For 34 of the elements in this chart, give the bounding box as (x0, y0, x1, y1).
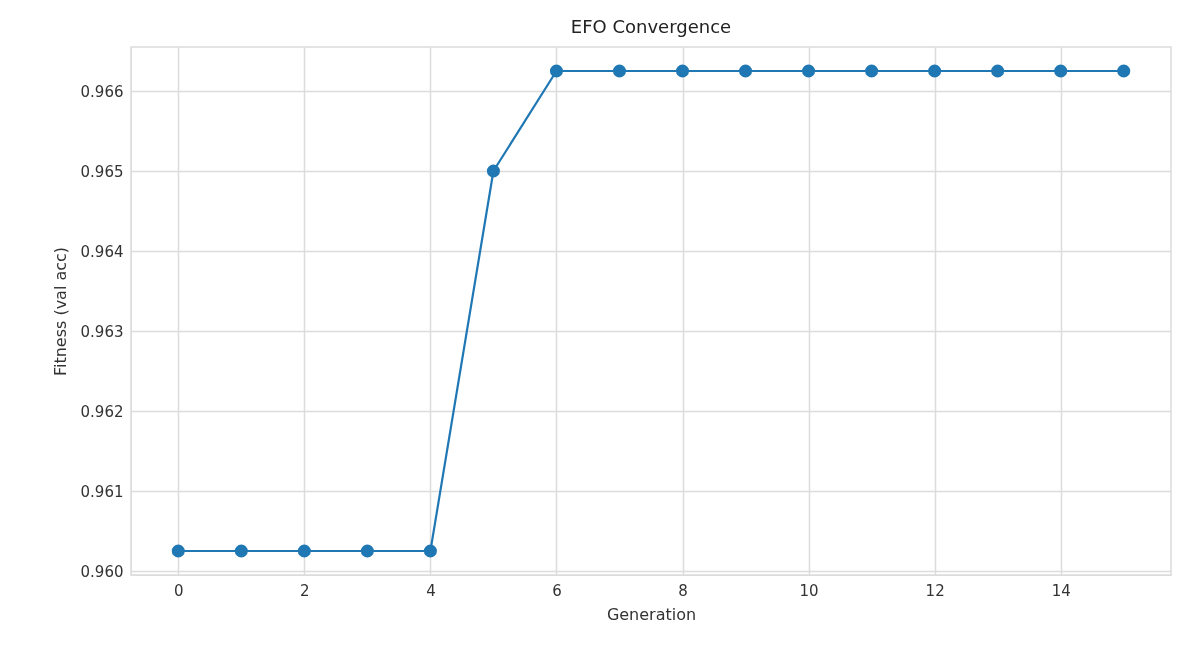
point (1054, 64, 1068, 78)
y-axis-title: Fitness (val acc) (50, 246, 70, 377)
y-tick-label: 0.960 (80, 562, 124, 581)
x-tick-label: 0 (174, 581, 184, 600)
x-axis-title: Generation (606, 604, 697, 624)
point (171, 544, 185, 558)
point (865, 64, 879, 78)
point (928, 64, 942, 78)
x-tick-label: 4 (426, 581, 436, 600)
point (234, 544, 248, 558)
y-tick-label: 0.962 (80, 402, 124, 421)
x-tick-label: 6 (552, 581, 562, 600)
point (739, 64, 753, 78)
y-tick-label: 0.964 (80, 242, 124, 261)
y-tick-label: 0.965 (80, 162, 124, 181)
x-tick-label: 14 (1051, 581, 1071, 600)
y-tick-label: 0.963 (80, 322, 124, 341)
point (360, 544, 374, 558)
chart-title: EFO Convergence (570, 16, 732, 37)
point (1117, 64, 1131, 78)
x-tick-label: 2 (300, 581, 310, 600)
y-tick-label: 0.966 (80, 82, 124, 101)
y-tick-label: 0.961 (80, 482, 124, 501)
point (486, 164, 500, 178)
point (549, 64, 563, 78)
x-tick-label: 12 (925, 581, 945, 600)
point (991, 64, 1005, 78)
point (676, 64, 690, 78)
x-tick-label: 10 (799, 581, 819, 600)
x-tick-label: 8 (678, 581, 688, 600)
point (297, 544, 311, 558)
point (423, 544, 437, 558)
point (802, 64, 816, 78)
point (612, 64, 626, 78)
